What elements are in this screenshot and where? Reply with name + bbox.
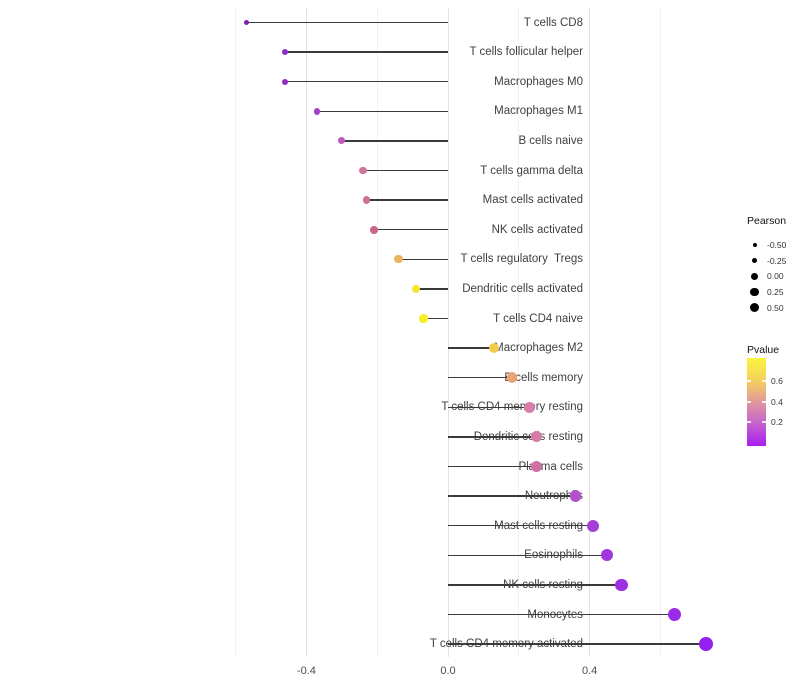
- lollipop-stem: [285, 80, 448, 83]
- legend-size-dot: [752, 243, 757, 247]
- legend-size-label: 0.50: [767, 302, 784, 313]
- legend-pvalue-label: 0.2: [771, 417, 783, 427]
- category-label: Macrophages M2: [494, 342, 583, 355]
- pvalue-colorbar: [747, 358, 766, 446]
- lollipop-stem: [448, 554, 608, 557]
- gridline-minor: [376, 8, 378, 657]
- lollipop-dot: [569, 490, 582, 502]
- legend-pvalue-label: 0.6: [771, 376, 783, 386]
- lollipop-dot: [362, 196, 371, 204]
- lollipop-dot: [411, 284, 421, 294]
- lollipop-stem: [448, 613, 675, 616]
- category-label: T cells CD8: [523, 16, 583, 29]
- gridline-minor: [659, 8, 661, 657]
- lollipop-dot: [394, 255, 403, 264]
- category-label: NK cells activated: [491, 223, 583, 236]
- lollipop-stem: [448, 347, 495, 349]
- lollipop-dot: [667, 607, 682, 622]
- colorbar-tick: [747, 421, 751, 423]
- lollipop-dot: [601, 549, 614, 562]
- lollipop-stem: [373, 228, 448, 231]
- lollipop-dot: [243, 19, 249, 26]
- colorbar-tick: [747, 380, 751, 382]
- gridline-major: [589, 8, 591, 657]
- x-tick-label: 0.4: [581, 665, 598, 677]
- legend-size-label: 0.25: [767, 287, 784, 298]
- legend-size-label: 0.00: [767, 271, 784, 282]
- lollipop-stem: [448, 584, 622, 586]
- x-tick-label: 0.0: [440, 665, 456, 677]
- gridline-major: [305, 8, 307, 657]
- lollipop-stem: [398, 258, 448, 261]
- gridline-minor: [235, 8, 237, 657]
- lollipop-dot: [531, 431, 542, 443]
- lollipop-stem: [448, 406, 530, 409]
- lollipop-dot: [359, 166, 367, 175]
- legend-size-dot: [749, 303, 760, 313]
- lollipop-stem: [366, 199, 448, 201]
- category-label: T cells regulatory Tregs: [460, 253, 583, 266]
- colorbar-tick: [762, 421, 766, 423]
- legend-pearson-title: Pearson: [747, 215, 787, 227]
- lollipop-dot: [699, 637, 714, 652]
- lollipop-dot: [524, 401, 535, 413]
- legend-size-dot: [750, 272, 759, 280]
- category-label: Dendritic cells activated: [462, 282, 583, 295]
- lollipop-dot: [506, 372, 517, 383]
- category-label: T cells gamma delta: [480, 164, 583, 177]
- colorbar-tick: [762, 380, 766, 382]
- lollipop-stem: [448, 376, 512, 379]
- legend-size-dot: [751, 257, 758, 264]
- lollipop-stem: [423, 317, 448, 320]
- category-label: Mast cells activated: [482, 194, 583, 207]
- lollipop-dot: [282, 78, 289, 85]
- legend-pvalue-label: 0.4: [771, 397, 783, 407]
- x-tick-label: -0.4: [296, 665, 316, 677]
- lollipop-dot: [369, 225, 378, 234]
- gridline-major: [447, 8, 449, 657]
- legend-size-dot: [750, 287, 759, 297]
- gridline-minor: [518, 8, 520, 657]
- category-label: T cells follicular helper: [469, 46, 583, 59]
- lollipop-stem: [416, 288, 448, 290]
- lollipop-dot: [587, 519, 600, 532]
- category-label: T cells CD4 naive: [493, 312, 583, 325]
- lollipop-stem: [363, 169, 448, 172]
- colorbar-tick: [762, 401, 766, 403]
- lollipop-stem: [448, 436, 537, 438]
- lollipop-stem: [448, 465, 537, 468]
- lollipop-stem: [341, 140, 448, 142]
- legend-size-label: -0.25: [767, 255, 787, 266]
- lollipop-dot: [338, 137, 346, 145]
- colorbar-tick: [747, 401, 751, 403]
- lollipop-stem: [448, 495, 576, 497]
- lollipop-dot: [615, 578, 628, 592]
- lollipop-stem: [448, 643, 707, 645]
- lollipop-stem: [285, 51, 448, 53]
- lollipop-dot: [418, 314, 428, 323]
- category-label: Macrophages M1: [494, 105, 583, 118]
- category-label: B cells naive: [518, 134, 583, 147]
- lollipop-stem: [317, 110, 448, 113]
- category-label: Macrophages M0: [494, 75, 583, 88]
- lollipop-dot: [282, 49, 289, 56]
- legend-pvalue: Pvalue 0.6 0.4 0.2: [747, 344, 800, 454]
- legend-pvalue-title: Pvalue: [747, 344, 780, 356]
- lollipop-dot: [313, 107, 321, 115]
- legend-size-label: -0.50: [767, 240, 787, 250]
- lollipop-dot: [488, 343, 500, 354]
- lollipop-dot: [531, 461, 542, 472]
- lollipop-stem: [448, 524, 594, 527]
- lollipop-stem: [246, 21, 448, 24]
- legend-pearson: Pearson -0.50 -0.25 0.00 0.25 0.50: [747, 215, 800, 319]
